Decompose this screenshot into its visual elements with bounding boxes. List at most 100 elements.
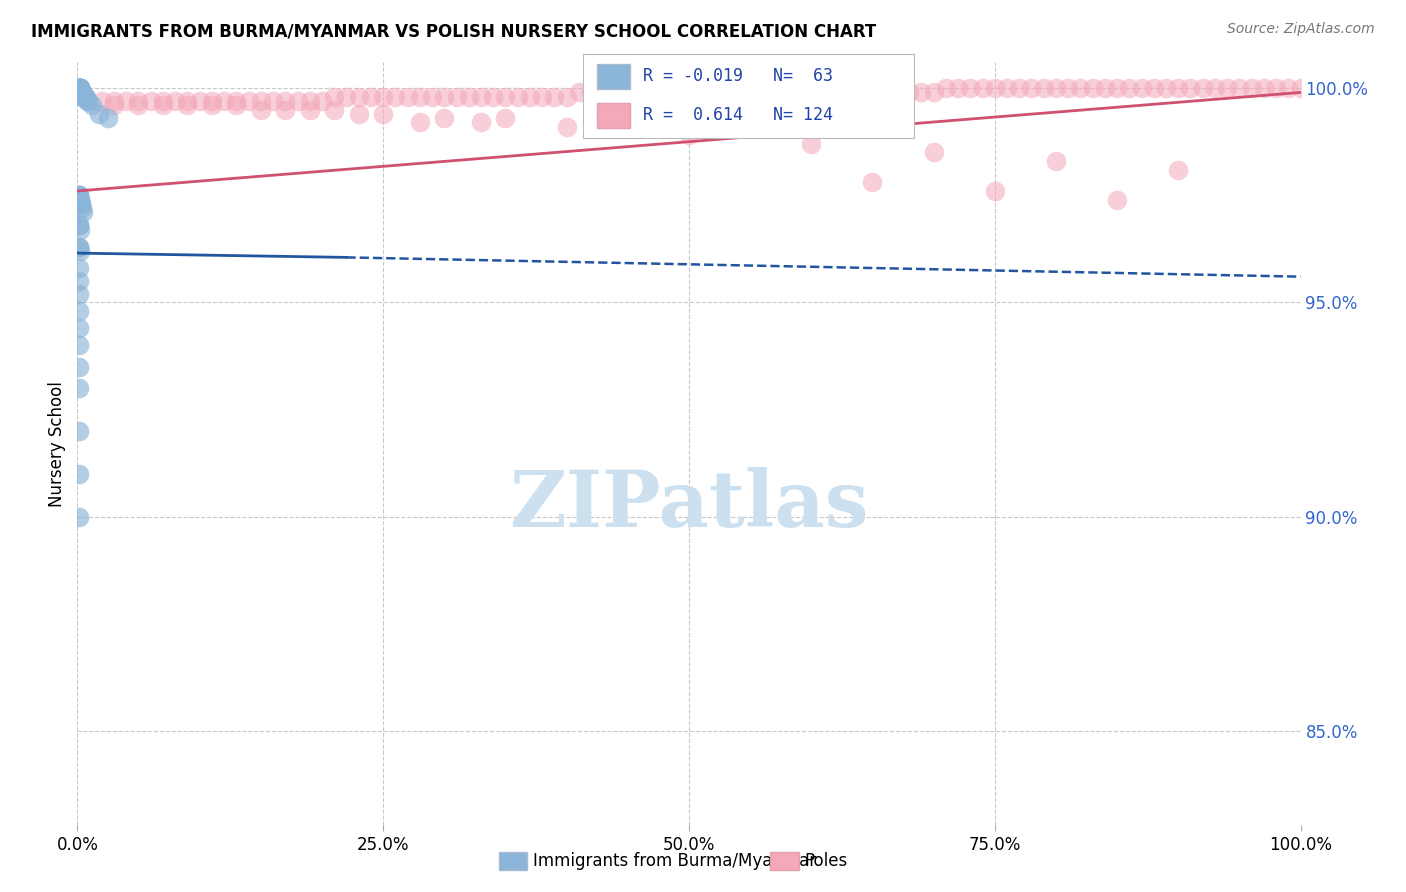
Point [433,89,456,103]
Point [115,94,138,108]
Point [984,81,1007,95]
Point [1081,81,1104,95]
Point [67,338,90,352]
Point [165,94,187,108]
Point [995,81,1018,95]
Point [67,509,90,524]
Point [849,86,872,100]
Point [714,86,737,100]
Point [1167,162,1189,177]
Point [984,184,1007,198]
Point [678,86,700,100]
Point [1204,81,1226,95]
Point [67,81,90,95]
Point [543,89,565,103]
Point [69,81,91,95]
Point [1253,81,1275,95]
Point [152,98,174,112]
Point [67,81,90,95]
Point [555,89,578,103]
Point [69,193,91,207]
Point [298,103,321,117]
Point [972,81,994,95]
Point [740,86,762,100]
Point [495,111,517,125]
Point [70,86,93,100]
Point [103,98,125,112]
Point [72,89,94,103]
Point [70,197,93,211]
Text: Immigrants from Burma/Myanmar: Immigrants from Burma/Myanmar [533,852,815,870]
Point [73,89,96,103]
Point [69,244,91,258]
Point [67,359,90,374]
Point [837,86,859,100]
Point [641,86,664,100]
Point [1045,81,1067,95]
Point [1069,81,1091,95]
Text: Source: ZipAtlas.com: Source: ZipAtlas.com [1227,22,1375,37]
Point [1289,81,1312,95]
Point [446,89,468,103]
Point [225,94,247,108]
Point [67,321,90,335]
Point [69,222,91,236]
Point [763,86,786,100]
Point [225,98,247,112]
Point [1216,81,1239,95]
Point [1045,153,1067,168]
Point [495,89,517,103]
Point [69,81,91,95]
Point [69,81,91,95]
Point [67,81,90,95]
Text: R =  0.614   N= 124: R = 0.614 N= 124 [643,106,832,124]
Point [922,145,945,160]
Point [579,86,602,100]
Point [67,274,90,288]
Point [568,86,591,100]
Point [67,81,90,95]
Point [873,86,896,100]
Point [1277,81,1299,95]
Point [201,94,224,108]
Point [433,111,456,125]
Point [910,86,932,100]
Point [311,94,333,108]
Point [70,197,93,211]
Point [347,107,370,121]
Point [67,240,90,254]
Y-axis label: Nursery School: Nursery School [48,381,66,507]
Point [139,94,162,108]
Point [67,81,90,95]
Point [1265,81,1288,95]
Point [776,86,799,100]
Point [1057,81,1080,95]
Text: Poles: Poles [804,852,848,870]
Point [1032,81,1054,95]
Point [262,94,284,108]
Point [70,86,93,100]
Point [592,86,614,100]
Point [678,128,700,143]
Point [617,86,640,100]
Point [80,98,103,112]
Point [152,94,174,108]
Point [727,86,749,100]
Point [323,103,346,117]
Point [67,81,90,95]
Point [470,89,492,103]
Point [127,94,149,108]
Point [67,219,90,233]
Point [176,94,198,108]
Point [201,98,224,112]
Point [238,94,260,108]
Point [89,107,111,121]
Point [323,89,346,103]
Point [347,89,370,103]
Point [751,86,773,100]
Point [67,188,90,202]
Point [67,188,90,202]
Point [787,86,810,100]
Point [69,193,91,207]
Point [77,94,100,108]
